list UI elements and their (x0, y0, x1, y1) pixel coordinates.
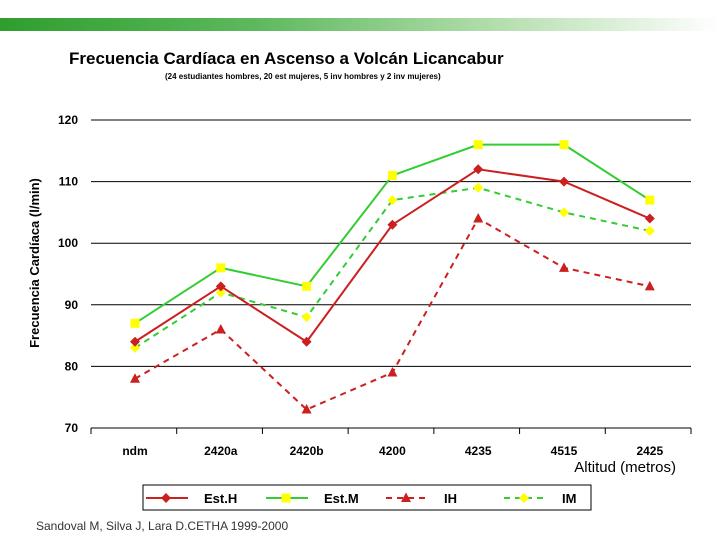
data-point (387, 195, 398, 206)
data-point (644, 213, 655, 224)
data-point (130, 336, 140, 347)
data-point (644, 280, 655, 291)
y-tick-label: 90 (65, 298, 79, 312)
x-tick-label: 4515 (551, 444, 578, 458)
data-point (645, 195, 655, 205)
x-tick-label: 2420a (204, 444, 238, 458)
y-tick-label: 120 (58, 113, 78, 127)
gridlines (90, 119, 692, 434)
legend-label: IH (444, 491, 457, 506)
series-line (134, 186, 651, 349)
y-tick-label: 110 (59, 175, 79, 189)
data-point (301, 312, 312, 323)
series-estm (130, 140, 655, 328)
data-point (473, 140, 483, 150)
data-point (215, 281, 226, 292)
legend-label: IM (562, 491, 576, 506)
data-point (559, 262, 569, 272)
x-tick-label: 4235 (465, 444, 492, 458)
y-tick-label: 100 (58, 236, 78, 250)
y-tick-label: 70 (65, 421, 79, 435)
data-point (215, 323, 226, 334)
series-line (134, 217, 651, 411)
chart-subtitle: (24 estudiantes hombres, 20 est mujeres,… (165, 72, 441, 81)
data-point (473, 164, 484, 175)
data-point (130, 318, 140, 328)
data-point (644, 225, 655, 236)
series-esth (130, 164, 655, 347)
series-im (130, 182, 655, 353)
data-point (215, 287, 226, 298)
data-point (301, 336, 312, 347)
data-point (387, 170, 397, 180)
data-point (559, 176, 569, 187)
series-ih (130, 213, 655, 414)
data-point (301, 404, 312, 414)
data-point (473, 182, 484, 193)
legend-marker (161, 493, 171, 503)
data-point (216, 263, 226, 273)
data-point (559, 207, 569, 218)
header-gradient-bar (0, 18, 720, 31)
x-tick-label: 4200 (379, 444, 406, 458)
x-tick-label: ndm (122, 444, 147, 458)
legend-label: Est.M (324, 491, 359, 506)
data-point (473, 213, 484, 223)
legend: Est.H Est.M IH IM (142, 484, 592, 511)
x-tick-labels: ndm 2420a 2420b 4200 4235 4515 2425 (122, 444, 663, 458)
source-credit: Sandoval M, Silva J, Lara D.CETHA 1999-2… (36, 519, 289, 533)
x-axis-label: Altitud (metros) (574, 459, 676, 476)
data-point (130, 373, 140, 383)
data-point (559, 140, 569, 150)
legend-marker (281, 493, 291, 503)
data-point (130, 342, 140, 353)
x-tick-label: 2425 (636, 444, 663, 458)
series-lines (130, 140, 655, 414)
legend-marker (519, 493, 529, 503)
y-tick-labels: 70 80 90 100 110 120 (58, 113, 78, 435)
data-point (387, 367, 398, 377)
y-axis-label: Frecuencia Cardíaca (l/min) (27, 178, 42, 348)
legend-label: Est.H (204, 491, 237, 506)
y-tick-label: 80 (65, 359, 79, 373)
legend-marker (401, 492, 411, 502)
x-tick-label: 2420b (290, 444, 324, 458)
data-point (302, 281, 312, 291)
chart-title: Frecuencia Cardíaca en Ascenso a Volcán … (69, 49, 504, 68)
data-point (387, 219, 398, 230)
